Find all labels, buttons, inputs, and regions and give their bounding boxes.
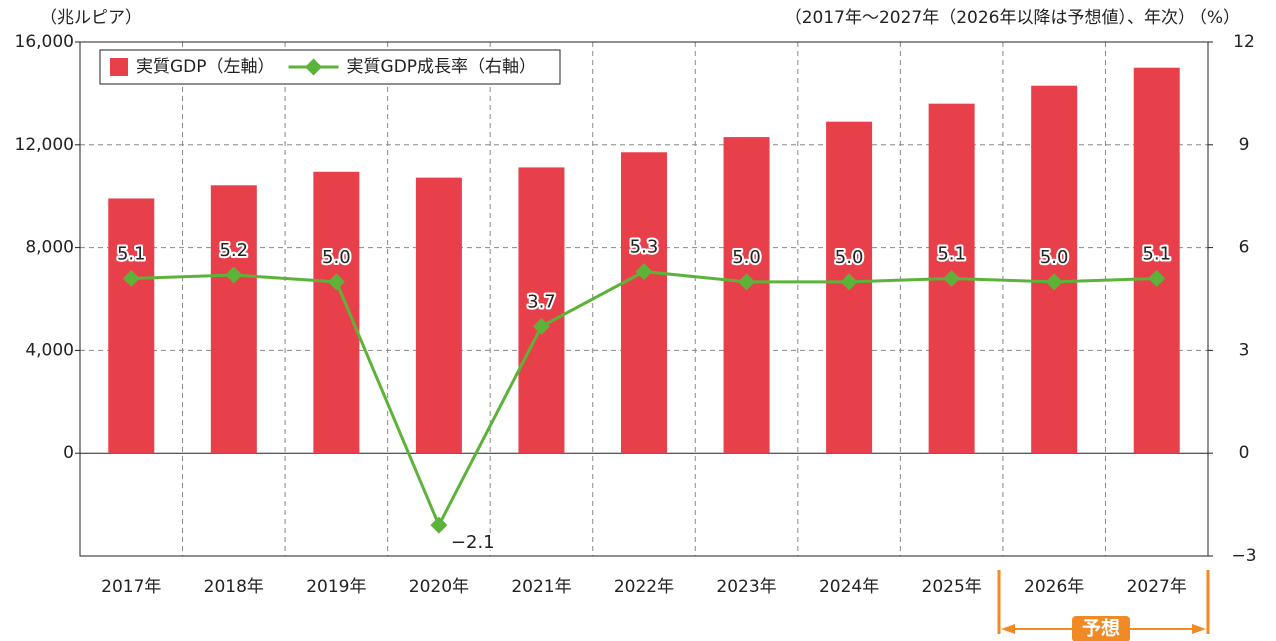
value-label: 5.0 xyxy=(322,247,351,268)
x-tick-label: 2023年 xyxy=(716,577,776,597)
bar xyxy=(723,137,770,454)
forecast-bracket xyxy=(997,570,1210,641)
value-label: 5.2 xyxy=(219,240,248,261)
y-axis-label: （兆ルピア） xyxy=(40,8,142,28)
plot-frame xyxy=(79,41,1209,557)
marker xyxy=(532,317,550,335)
value-label: 5.3 xyxy=(630,237,659,258)
legend-label: 実質GDP成長率（右軸） xyxy=(347,57,537,77)
x-tick-label: 2017年 xyxy=(101,577,161,597)
bar xyxy=(1031,85,1078,454)
value-label: 5.0 xyxy=(835,247,864,268)
x-tick-label: 2025年 xyxy=(922,577,982,597)
marker xyxy=(225,266,243,284)
bar xyxy=(108,198,155,454)
bar xyxy=(621,152,667,454)
value-label: 5.0 xyxy=(1040,247,1069,268)
legend-swatch xyxy=(110,58,128,76)
x-tick-label: 2022年 xyxy=(614,577,674,597)
x-tick-label: 2021年 xyxy=(511,577,571,597)
x-tick-label: 2020年 xyxy=(409,577,469,597)
annotation: 予想 xyxy=(1082,617,1120,640)
x-tick-label: 2026年 xyxy=(1024,577,1084,597)
y2-tick-label: −3 xyxy=(1231,546,1256,566)
value-label: 5.1 xyxy=(1142,243,1171,264)
value-label: −2.1 xyxy=(451,532,495,553)
y2-tick-label: 0 xyxy=(1239,443,1250,463)
bar xyxy=(518,167,565,454)
value-label: 5.0 xyxy=(732,247,761,268)
x-tick-label: 2019年 xyxy=(306,577,366,597)
value-label: 3.7 xyxy=(527,291,556,312)
y2-tick-label: 6 xyxy=(1239,238,1250,258)
marker xyxy=(738,273,756,291)
value-label: 5.1 xyxy=(117,243,146,264)
y-tick-label: 0 xyxy=(63,443,74,463)
bar xyxy=(1133,67,1180,454)
legend-label: 実質GDP（左軸） xyxy=(136,57,275,77)
y2-axis-label: （%） xyxy=(1190,8,1240,28)
marker xyxy=(635,263,653,281)
marker xyxy=(943,269,961,287)
y-tick-label: 16,000 xyxy=(15,32,74,52)
marker xyxy=(327,273,345,291)
x-tick-label: 2024年 xyxy=(819,577,879,597)
y2-tick-label: 12 xyxy=(1233,32,1255,52)
marker xyxy=(430,516,448,534)
bar xyxy=(415,177,462,454)
value-label: 5.1 xyxy=(937,243,966,264)
y-tick-label: 8,000 xyxy=(25,238,74,258)
x-tick-label: 2027年 xyxy=(1127,577,1187,597)
bar xyxy=(210,185,257,454)
subtitle: （2017年～2027年（2026年以降は予想値）、年次） xyxy=(785,8,1195,28)
y-tick-label: 4,000 xyxy=(25,340,74,360)
y-tick-label: 12,000 xyxy=(15,135,74,155)
y2-tick-label: 9 xyxy=(1239,135,1250,155)
bar xyxy=(313,171,360,454)
y2-tick-label: 3 xyxy=(1239,340,1250,360)
x-tick-label: 2018年 xyxy=(204,577,264,597)
marker xyxy=(840,273,858,291)
